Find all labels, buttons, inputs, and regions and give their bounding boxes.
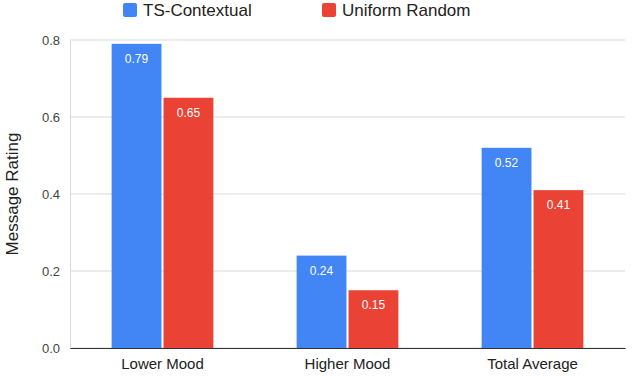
chart: 0.0 0.2 0.4 0.6 0.8 0.79 0.24 0.52 0.65 0.15 0.41 L… [0, 0, 636, 376]
plot: 0.0 0.2 0.4 0.6 0.8 0.79 0.24 0.52 0.65 0.15 0.41 L… [42, 33, 626, 372]
data-label: 0.41 [547, 198, 571, 212]
bar [112, 44, 162, 348]
legend-label: Uniform Random [342, 1, 471, 20]
y-tick-label: 0.4 [42, 187, 60, 202]
x-tick: Total Average [487, 348, 578, 372]
x-tick-label: Total Average [487, 355, 578, 372]
y-tick: 0.6 [42, 110, 70, 125]
legend-swatch [123, 3, 137, 17]
y-tick-label: 0.6 [42, 110, 60, 125]
bar [534, 190, 584, 348]
bar [297, 256, 347, 348]
y-tick-label: 0.0 [42, 341, 60, 356]
y-tick: 0.4 [42, 187, 70, 202]
legend-item: TS-Contextual [123, 1, 252, 20]
legend-label: TS-Contextual [143, 1, 252, 20]
y-tick-label: 0.8 [42, 33, 60, 48]
data-label: 0.79 [125, 52, 149, 66]
data-label: 0.15 [362, 298, 386, 312]
y-tick-label: 0.2 [42, 264, 60, 279]
x-tick-label: Lower Mood [121, 355, 204, 372]
data-label: 0.65 [177, 106, 201, 120]
data-label: 0.52 [495, 156, 519, 170]
legend-item: Uniform Random [322, 1, 471, 20]
x-tick: Lower Mood [121, 348, 204, 372]
x-tick-label: Higher Mood [305, 355, 391, 372]
y-tick: 0.2 [42, 264, 70, 279]
x-tick: Higher Mood [305, 348, 391, 372]
data-labels: 0.79 0.24 0.52 0.65 0.15 0.41 [125, 52, 571, 312]
y-axis-line [70, 41, 71, 349]
y-axis: 0.0 0.2 0.4 0.6 0.8 [42, 33, 71, 356]
bar [164, 98, 214, 348]
bar [482, 148, 532, 348]
grid [70, 40, 625, 348]
legend-swatch [322, 3, 336, 17]
data-label: 0.24 [310, 264, 334, 278]
grid-line [70, 40, 625, 41]
x-axis: Lower Mood Higher Mood Total Average [71, 348, 626, 372]
y-tick: 0.0 [42, 341, 70, 356]
y-axis-title: Message Rating [3, 133, 22, 256]
bar [349, 290, 399, 348]
y-tick: 0.8 [42, 33, 70, 48]
x-axis-line [71, 348, 626, 349]
legend: TS-Contextual Uniform Random [123, 1, 471, 20]
bars [112, 44, 584, 348]
